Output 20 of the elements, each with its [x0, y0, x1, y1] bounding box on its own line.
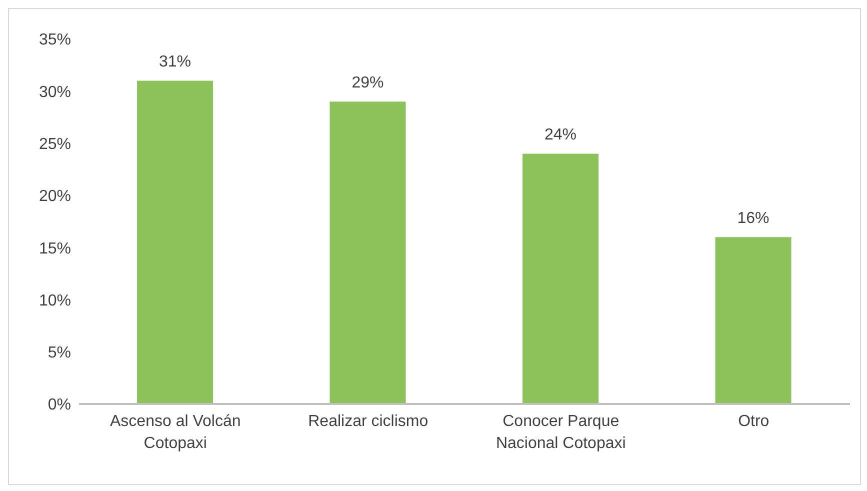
x-tick-label: Ascenso al Volcán Cotopaxi: [110, 413, 241, 452]
y-tick-label: 30%: [38, 84, 71, 101]
y-tick-label: 0%: [48, 396, 71, 414]
bar: [522, 154, 598, 404]
bar: [137, 80, 213, 404]
bar: [330, 102, 406, 404]
y-tick-label: 10%: [38, 292, 71, 310]
data-label: 16%: [737, 210, 770, 228]
y-tick-label: 20%: [38, 188, 71, 206]
y-tick-label: 35%: [38, 32, 71, 49]
data-label: 29%: [352, 74, 384, 92]
bar: [715, 237, 792, 404]
y-tick-label: 5%: [48, 344, 71, 362]
x-tick-label: Otro: [738, 413, 770, 430]
data-label: 24%: [544, 126, 577, 144]
data-label: 31%: [158, 54, 192, 71]
x-tick-label: Realizar ciclismo: [308, 413, 428, 430]
y-tick-label: 15%: [38, 240, 71, 258]
y-tick-label: 25%: [38, 136, 71, 153]
x-tick-label: Conocer Parque Nacional Cotopaxi: [496, 413, 626, 452]
